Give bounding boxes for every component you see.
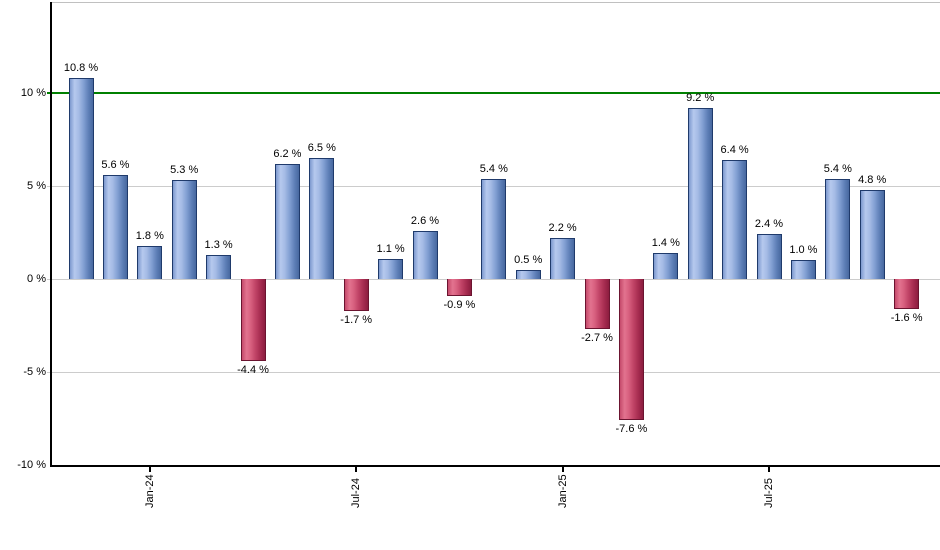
bar-value-label: 1.1 %	[376, 242, 405, 255]
bar-positive	[206, 254, 232, 279]
x-axis-tick	[148, 467, 151, 472]
bar-value-label: 1.8 %	[135, 229, 164, 242]
bar-positive	[68, 78, 94, 279]
x-axis-label: Jan-25	[556, 474, 569, 508]
x-axis-label: Jul-24	[350, 478, 363, 508]
bar-value-label: 5.4 %	[479, 162, 508, 175]
y-axis-label: 10 %	[20, 87, 46, 99]
bar-negative	[240, 279, 266, 361]
y-axis-label: 0 %	[27, 273, 46, 285]
y-axis-label: -10 %	[17, 459, 46, 471]
bar-positive	[790, 260, 816, 279]
x-axis-tick	[561, 467, 564, 472]
bar-value-label: 5.4 %	[823, 162, 852, 175]
bar-positive	[825, 178, 851, 279]
gridline	[47, 279, 940, 280]
bar-value-label: 5.3 %	[170, 164, 199, 177]
bar-negative	[584, 279, 610, 330]
bar-positive	[412, 230, 438, 279]
y-axis-label: -5 %	[23, 366, 46, 378]
bar-value-label: 6.2 %	[273, 147, 302, 160]
x-axis-label: Jul-25	[763, 478, 775, 508]
y-axis-line	[50, 2, 52, 465]
bar-positive	[274, 163, 300, 279]
bar-positive	[859, 189, 885, 279]
bar-value-label: 6.5 %	[307, 142, 336, 155]
bar-negative	[894, 279, 920, 309]
bar-value-label: 6.4 %	[720, 143, 749, 156]
bar-positive	[722, 159, 748, 279]
bar-negative	[446, 279, 472, 296]
bar-value-label: 2.2 %	[548, 222, 577, 235]
bar-value-label: -1.6 %	[890, 311, 923, 324]
bar-negative	[343, 279, 369, 311]
bar-value-label: 5.6 %	[101, 158, 130, 171]
x-axis-tick	[355, 467, 358, 472]
bar-positive	[378, 258, 404, 279]
plot-top-border	[51, 2, 940, 3]
bar-value-label: 1.0 %	[789, 244, 818, 257]
bar-positive	[102, 174, 128, 279]
bar-positive	[687, 107, 713, 279]
bar-positive	[137, 245, 163, 279]
x-axis-tick	[768, 467, 770, 472]
bar-positive	[481, 178, 507, 279]
bar-value-label: -7.6 %	[615, 423, 648, 436]
bar-value-label: 9.2 %	[686, 91, 715, 104]
bar-value-label: 4.8 %	[858, 173, 887, 186]
reference-line	[47, 92, 940, 94]
bar-positive	[653, 252, 679, 279]
x-axis-label: Jan-24	[143, 474, 156, 508]
bar-value-label: 10.8 %	[63, 62, 99, 75]
gridline	[47, 372, 940, 373]
y-axis-label: 5 %	[27, 180, 46, 192]
bar-value-label: -0.9 %	[443, 298, 476, 311]
bar-value-label: 2.6 %	[410, 214, 440, 227]
bar-value-label: 1.3 %	[204, 238, 233, 251]
bar-positive	[171, 180, 197, 279]
bar-positive	[756, 234, 782, 279]
bar-value-label: -2.7 %	[581, 332, 613, 345]
x-axis-line	[50, 465, 940, 467]
bar-positive	[309, 158, 335, 279]
bar-value-label: 1.4 %	[651, 236, 680, 249]
bar-negative	[618, 279, 644, 421]
bar-positive	[515, 269, 541, 279]
bar-value-label: -4.4 %	[237, 363, 269, 376]
bar-positive	[550, 238, 576, 279]
bar-value-label: 2.4 %	[754, 218, 784, 231]
bar-value-label: -1.7 %	[340, 313, 373, 326]
bar-value-label: 0.5 %	[514, 253, 543, 266]
